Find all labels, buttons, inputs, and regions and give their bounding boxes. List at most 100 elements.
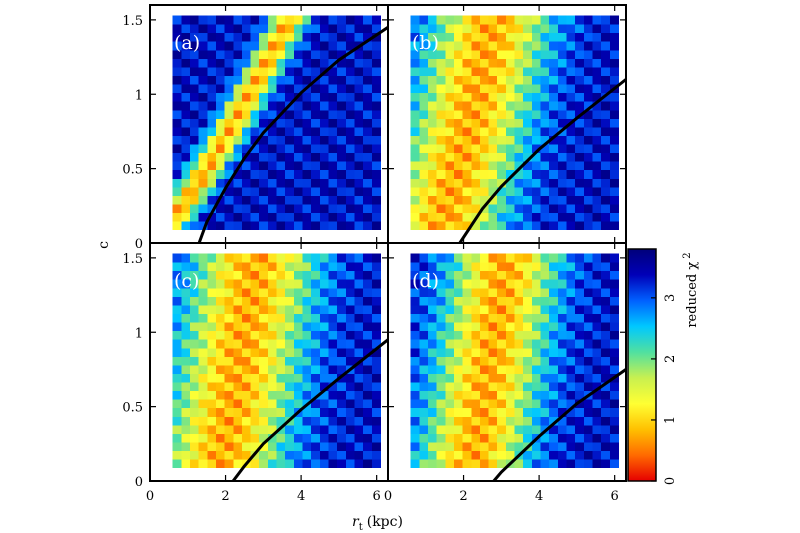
heatmap-cell: [601, 161, 611, 171]
heatmap-cell: [540, 169, 550, 179]
heatmap-cell: [354, 32, 364, 42]
heatmap-cell: [319, 32, 330, 42]
heatmap-cell: [575, 381, 585, 392]
heatmap-cell: [531, 58, 542, 68]
heatmap-cell: [189, 364, 200, 374]
heatmap-cell: [531, 330, 542, 340]
heatmap-cell: [198, 399, 208, 409]
heatmap-cell: [250, 169, 260, 179]
heatmap-cell: [505, 221, 516, 231]
heatmap-cell: [505, 313, 516, 323]
heatmap-cell: [497, 92, 507, 102]
heatmap-cell: [207, 109, 217, 119]
heatmap-cell: [609, 58, 620, 68]
heatmap-cell: [207, 356, 217, 366]
heatmap-cell: [583, 381, 594, 392]
heatmap-cell: [311, 279, 321, 289]
heatmap-cell: [198, 304, 208, 314]
heatmap-cell: [540, 109, 550, 119]
heatmap-cell: [293, 15, 304, 25]
heatmap-cell: [172, 287, 182, 297]
heatmap-cell: [583, 118, 594, 128]
heatmap-cell: [189, 15, 200, 25]
heatmap-cell: [293, 75, 304, 85]
heatmap-cell: [259, 450, 269, 460]
heatmap-cell: [557, 296, 568, 306]
heatmap-cell: [181, 321, 191, 332]
heatmap-cell: [276, 450, 286, 460]
heatmap-cell: [445, 41, 455, 51]
y-tick-label: 0.5: [122, 163, 143, 178]
heatmap-cell: [427, 109, 438, 119]
heatmap-cell: [531, 169, 542, 179]
heatmap-cell: [497, 221, 507, 231]
heatmap-cell: [557, 66, 568, 76]
heatmap-cell: [371, 253, 382, 263]
heatmap-cell: [462, 407, 472, 417]
heatmap-cell: [181, 41, 191, 51]
heatmap-cell: [531, 261, 542, 272]
heatmap-cell: [445, 195, 455, 205]
heatmap-cell: [371, 356, 382, 366]
heatmap-cell: [471, 373, 481, 383]
heatmap-cell: [337, 407, 347, 417]
heatmap-cell: [345, 356, 356, 366]
heatmap-cell: [189, 356, 200, 366]
heatmap-cell: [354, 101, 364, 111]
heatmap-cell: [488, 399, 498, 409]
heatmap-cell: [436, 49, 446, 59]
heatmap-cell: [488, 143, 498, 154]
heatmap-cell: [479, 390, 490, 400]
heatmap-cell: [354, 92, 364, 102]
heatmap-cell: [181, 143, 191, 154]
heatmap-cell: [233, 279, 243, 289]
heatmap-cell: [523, 186, 533, 196]
y-tick-label: 1: [135, 326, 143, 341]
heatmap-cell: [505, 416, 516, 426]
heatmap-cell: [497, 424, 507, 434]
heatmap-cell: [609, 330, 620, 340]
heatmap-cell: [531, 339, 542, 349]
heatmap-cell: [514, 186, 524, 196]
heatmap-cell: [311, 101, 321, 111]
heatmap-cell: [479, 169, 490, 179]
heatmap-cell: [479, 399, 490, 409]
heatmap-cell: [250, 424, 260, 434]
heatmap-cell: [488, 270, 498, 280]
heatmap-cell: [436, 433, 446, 443]
heatmap-cell: [337, 304, 347, 314]
heatmap-cell: [328, 92, 338, 102]
heatmap-cell: [293, 58, 304, 68]
heatmap-cell: [250, 441, 260, 452]
heatmap-cell: [259, 143, 269, 154]
heatmap-cell: [371, 101, 382, 111]
heatmap-cell: [566, 75, 576, 85]
heatmap-cell: [453, 364, 464, 374]
heatmap-cell: [181, 118, 191, 128]
heatmap-cell: [479, 135, 490, 145]
heatmap-cell: [436, 66, 446, 76]
heatmap-cell: [609, 364, 620, 374]
heatmap-cell: [371, 433, 382, 443]
heatmap-cell: [583, 330, 594, 340]
heatmap-cell: [302, 321, 312, 332]
heatmap-cell: [198, 101, 208, 111]
heatmap-cell: [172, 83, 182, 94]
heatmap-cell: [436, 347, 446, 357]
heatmap-cell: [609, 433, 620, 443]
heatmap-cell: [241, 279, 252, 289]
heatmap-cell: [302, 381, 312, 392]
heatmap-cell: [427, 203, 438, 214]
heatmap-cell: [436, 15, 446, 25]
heatmap-cell: [540, 66, 550, 76]
heatmap-cell: [363, 178, 373, 188]
heatmap-cell: [497, 118, 507, 128]
heatmap-cell: [250, 296, 260, 306]
heatmap-cell: [241, 195, 252, 205]
heatmap-cell: [345, 253, 356, 263]
heatmap-cell: [172, 32, 182, 42]
heatmap-cell: [497, 186, 507, 196]
heatmap-cell: [198, 433, 208, 443]
heatmap-cell: [285, 109, 295, 119]
heatmap-cell: [566, 364, 576, 374]
